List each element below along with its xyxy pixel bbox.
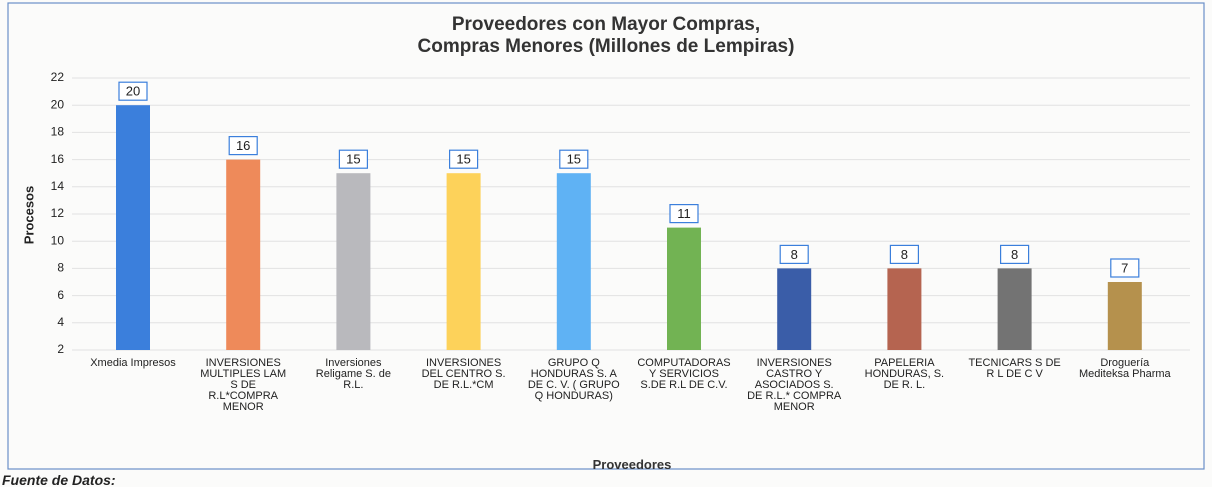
- x-tick-label: GRUPO Q HONDURAS S. A DE C. V. ( GRUPO Q…: [527, 357, 620, 402]
- value-label-box: [118, 81, 148, 101]
- bar: [997, 268, 1032, 350]
- y-tick-label: 16: [51, 152, 65, 166]
- x-tick-label: Xmedia Impresos: [90, 357, 176, 369]
- value-label: 16: [236, 138, 250, 153]
- bar: [1107, 282, 1142, 350]
- bar: [226, 159, 261, 350]
- y-tick-label: 22: [51, 70, 65, 84]
- bar: [556, 173, 591, 350]
- value-label-box: [338, 149, 368, 169]
- value-label-box: [228, 136, 258, 156]
- y-tick-label: 6: [57, 288, 64, 302]
- y-tick-label: 18: [51, 125, 65, 139]
- bar: [116, 105, 150, 350]
- y-tick-label: 10: [51, 233, 65, 247]
- bar: [777, 268, 812, 350]
- x-axis-title: Proveedores: [592, 457, 672, 472]
- value-label-box: [779, 244, 809, 264]
- x-tick-label: PAPELERIA HONDURAS, S. DE R. L.: [864, 357, 945, 391]
- chart-title: Proveedores con Mayor Compras, Compras M…: [417, 14, 795, 57]
- value-label: 8: [901, 247, 908, 262]
- value-label-box: [449, 149, 479, 169]
- value-label: 15: [456, 152, 470, 167]
- x-tick-label: INVERSIONES DEL CENTRO S. DE R.L.*CM: [421, 357, 506, 391]
- source: Fuente de Datos:: [2, 472, 116, 487]
- bar: [336, 173, 371, 350]
- y-tick-label: 2: [57, 342, 64, 356]
- y-tick-label: 4: [57, 315, 64, 329]
- y-axis-title: Procesos: [21, 186, 36, 245]
- y-tick-label: 20: [51, 97, 65, 111]
- value-label: 20: [126, 84, 140, 99]
- y-tick-label: 12: [51, 206, 65, 220]
- value-label: 15: [346, 152, 360, 167]
- value-label-box: [1110, 258, 1140, 278]
- value-label-box: [889, 244, 920, 264]
- value-label: 8: [1011, 247, 1018, 262]
- value-label: 11: [677, 206, 691, 221]
- x-tick-label: Inversiones Religame S. de R.L.: [315, 357, 391, 391]
- x-tick-label: TECNICARS S DE R L DE C V: [968, 357, 1061, 380]
- x-tick-label: INVERSIONES CASTRO Y ASOCIADOS S. DE R.L…: [747, 357, 842, 413]
- x-tick-label: INVERSIONES MULTIPLES LAM S DE R.L*COMPR…: [200, 357, 287, 413]
- bar: [667, 227, 701, 350]
- value-label-box: [999, 244, 1030, 264]
- chart-border: [7, 2, 1205, 470]
- bar: [887, 268, 922, 350]
- bar: [446, 173, 481, 350]
- value-label-box: [669, 204, 699, 224]
- y-tick-label: 14: [51, 179, 65, 193]
- value-label: 8: [791, 247, 798, 262]
- value-label: 15: [567, 152, 581, 167]
- value-label-box: [559, 149, 589, 169]
- y-tick-label: 8: [57, 261, 64, 275]
- x-tick-label: Droguería Mediteksa Pharma: [1078, 357, 1171, 380]
- value-label: 7: [1121, 260, 1128, 275]
- x-tick-label: COMPUTADORAS Y SERVICIOS S.DE R.L DE C.V…: [637, 357, 731, 391]
